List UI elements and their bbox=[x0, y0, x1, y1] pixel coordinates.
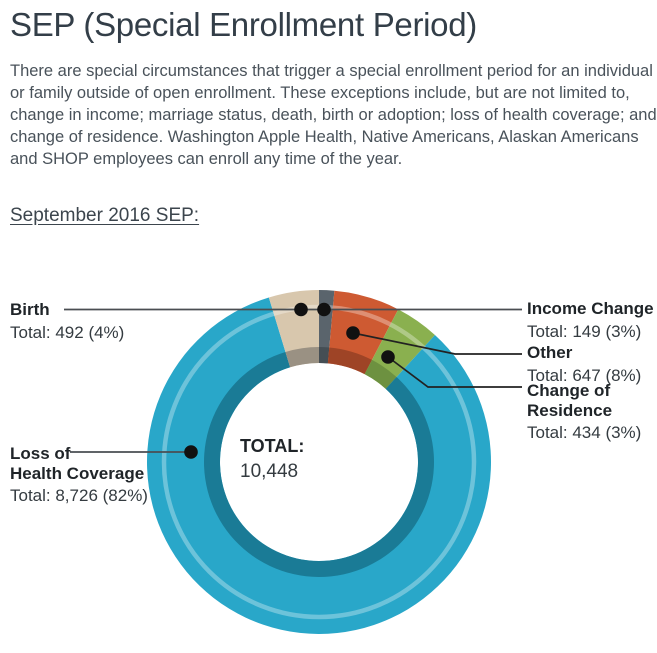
callout-change-of-residence-title-2: Residence bbox=[527, 400, 613, 420]
callout-change-of-residence: Change of Residence Total: 434 (3%) bbox=[527, 381, 641, 443]
anchor-dot-other bbox=[346, 326, 360, 340]
anchor-dot-loss-of-health-coverage bbox=[184, 445, 198, 459]
callout-loss-of-health-coverage: Loss of Health Coverage Total: 8,726 (82… bbox=[10, 444, 148, 506]
callout-change-of-residence-detail: Total: 434 (3%) bbox=[527, 423, 642, 442]
callout-other-detail: Total: 647 (8%) bbox=[527, 365, 642, 385]
callout-loss-title-1: Loss of bbox=[10, 444, 71, 463]
callout-income-change-title: Income Change bbox=[527, 299, 654, 318]
callout-loss-detail: Total: 8,726 (82%) bbox=[10, 486, 148, 505]
anchor-dot-birth bbox=[294, 302, 308, 317]
leader-other bbox=[352, 332, 522, 355]
leader-change-of-residence bbox=[387, 356, 522, 388]
donut-segment-inner-change-of-residence bbox=[364, 359, 397, 389]
callout-birth-title: Birth bbox=[10, 300, 50, 319]
donut-segment-inner-other bbox=[327, 347, 372, 375]
donut-segment-inner-loss-of-health-coverage bbox=[203, 351, 434, 577]
anchor-dot-income-change bbox=[317, 302, 331, 317]
donut-center-total-label: TOTAL: bbox=[240, 436, 305, 456]
intro-paragraph: There are special circumstances that tri… bbox=[10, 62, 657, 168]
donut-segment-loss-of-health-coverage bbox=[146, 297, 491, 634]
callout-other-title: Other bbox=[527, 343, 573, 362]
donut-center-total-value: 10,448 bbox=[240, 461, 299, 482]
anchor-dot-change-of-residence bbox=[381, 350, 395, 364]
callout-income-change-detail: Total: 149 (3%) bbox=[527, 321, 642, 341]
callout-change-of-residence-title-1: Change of bbox=[527, 381, 611, 400]
callout-other: Other Total: 647 (8%) bbox=[527, 343, 641, 386]
donut-segment-inner-birth bbox=[285, 347, 319, 368]
donut-segment-inner-income-change bbox=[319, 347, 330, 364]
section-subtitle: September 2016 SEP: bbox=[10, 205, 200, 226]
page-title: SEP (Special Enrollment Period) bbox=[10, 6, 477, 43]
callout-birth-detail: Total: 492 (4%) bbox=[10, 322, 125, 342]
callout-loss-title-2: Health Coverage bbox=[10, 463, 145, 483]
callout-birth: Birth Total: 492 (4%) bbox=[10, 300, 124, 343]
donut-center-total: TOTAL: 10,448 bbox=[240, 436, 304, 483]
callout-income-change: Income Change Total: 149 (3%) bbox=[527, 299, 654, 342]
